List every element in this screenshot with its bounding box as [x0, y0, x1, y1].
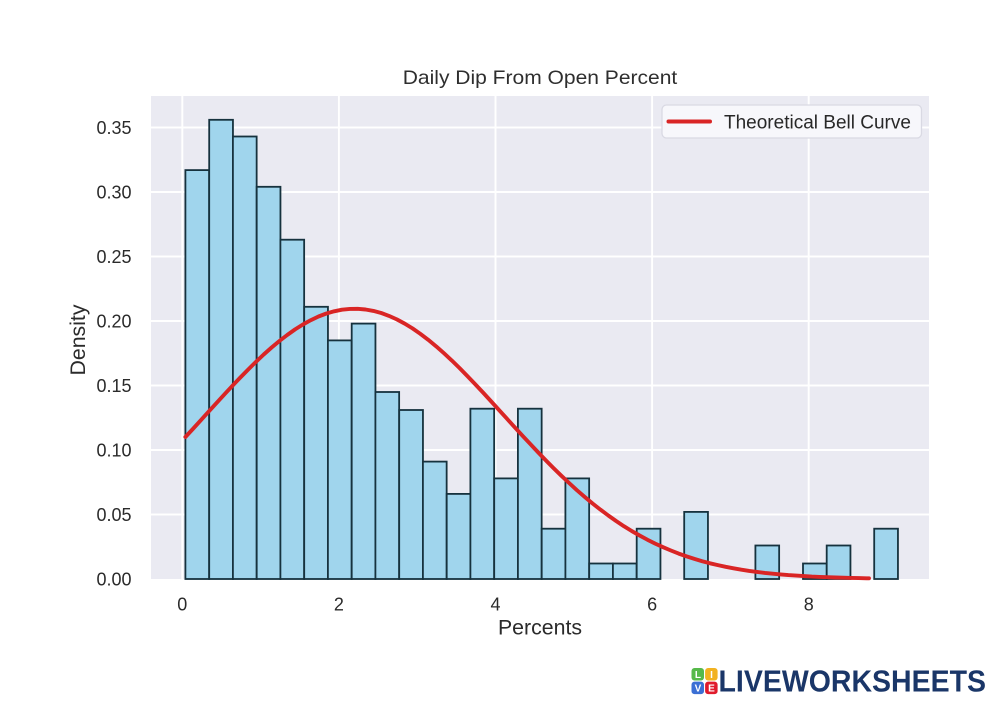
svg-text:0.35: 0.35: [96, 118, 131, 138]
svg-text:4: 4: [490, 595, 500, 615]
svg-text:Percents: Percents: [498, 616, 582, 640]
svg-text:0.20: 0.20: [96, 311, 131, 331]
svg-text:V: V: [695, 684, 702, 695]
svg-text:LIVEWORKSHEETS: LIVEWORKSHEETS: [719, 664, 987, 698]
svg-text:I: I: [710, 670, 713, 681]
svg-text:0.15: 0.15: [96, 376, 131, 396]
svg-text:0.05: 0.05: [96, 505, 131, 525]
svg-text:2: 2: [334, 595, 344, 615]
svg-text:8: 8: [804, 595, 814, 615]
svg-text:0.30: 0.30: [96, 182, 131, 202]
svg-text:Daily Dip From Open Percent: Daily Dip From Open Percent: [403, 67, 678, 89]
svg-text:6: 6: [647, 595, 657, 615]
svg-text:Theoretical Bell Curve: Theoretical Bell Curve: [724, 112, 911, 133]
svg-text:0.10: 0.10: [96, 440, 131, 460]
svg-text:L: L: [695, 670, 701, 681]
svg-text:0.00: 0.00: [96, 569, 131, 589]
svg-text:Density: Density: [66, 304, 90, 375]
svg-text:0: 0: [177, 595, 187, 615]
svg-text:0.25: 0.25: [96, 247, 131, 267]
svg-text:E: E: [708, 684, 715, 695]
